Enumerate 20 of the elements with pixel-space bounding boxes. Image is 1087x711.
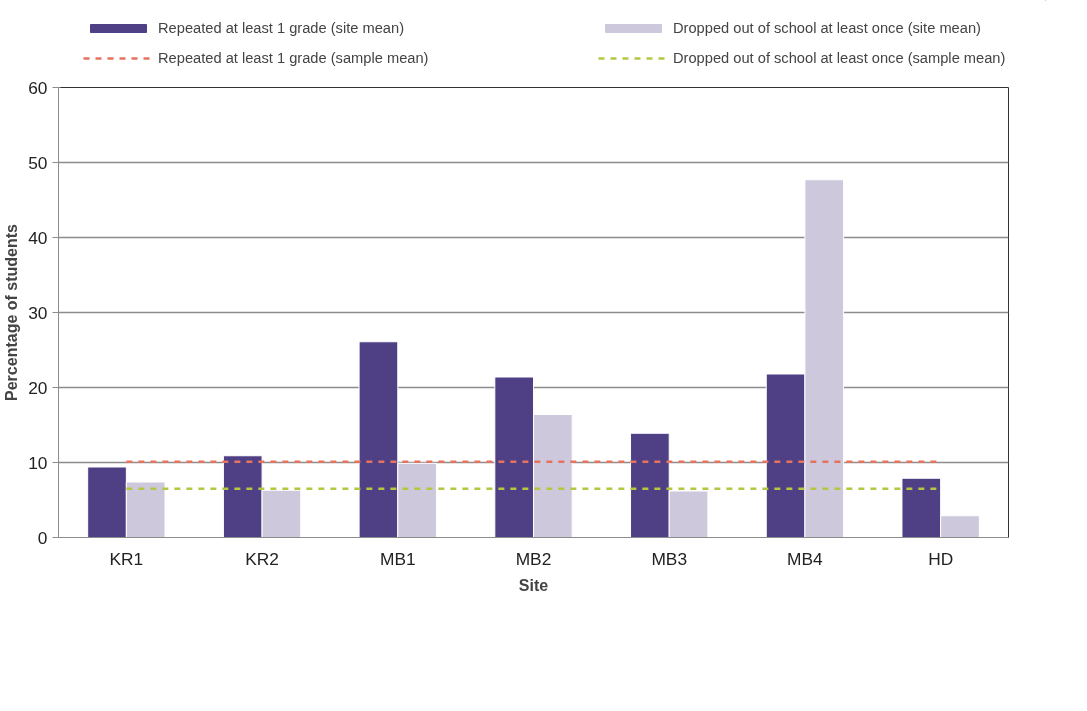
x-axis-title: Site [518,576,549,594]
legend-label: Repeated at least 1 grade (sample mean) [158,50,430,66]
y-tick-label: 60 [28,77,48,98]
y-tick-label: 30 [28,302,48,323]
x-tick-label: KR1 [109,548,144,569]
y-tick-label: 0 [37,527,48,548]
y-tick-label: 20 [28,377,48,398]
y-axis-title: Percentage of students [3,223,21,401]
legend-label: Repeated at least 1 grade (site mean) [158,20,406,36]
x-tick-label: HD [928,548,954,569]
x-tick-label: MB4 [787,548,824,569]
x-tick-label: KR2 [245,548,279,569]
y-tick-label: 10 [28,452,48,473]
y-tick-label: 50 [28,152,48,173]
legend-label: Dropped out of school at least once (sample mean) [673,50,1006,66]
y-tick-label: 40 [28,227,48,248]
x-tick-label: MB1 [379,548,416,569]
x-tick-label: MB2 [515,548,552,569]
legend-label: Dropped out of school at least once (site mean) [673,20,982,36]
x-tick-label: MB3 [651,548,688,569]
